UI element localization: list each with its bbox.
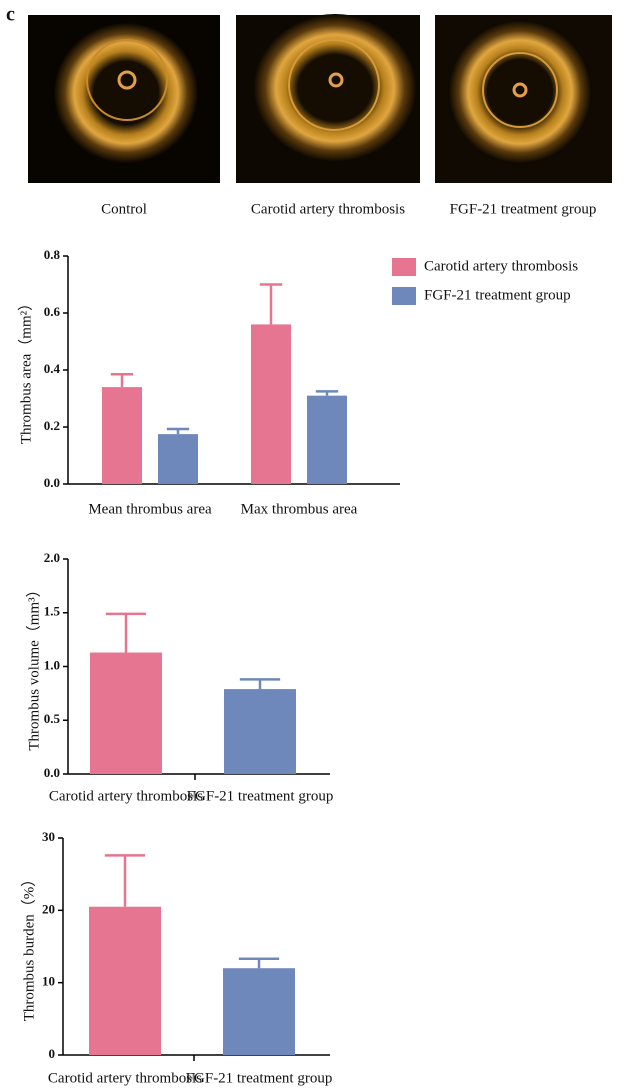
legend-swatch: [392, 287, 416, 305]
oct-image: [435, 15, 612, 183]
y-tick-label: 0.5: [44, 711, 61, 726]
y-tick-label: 0.0: [44, 765, 60, 780]
image-caption: FGF-21 treatment group: [450, 201, 597, 217]
y-tick-label: 0.4: [44, 361, 61, 376]
y-tick-label: 30: [42, 829, 55, 844]
page: {"panel_label": "c", "images": [{"captio…: [0, 0, 627, 1088]
x-tick-label: Max thrombus area: [241, 501, 358, 517]
panel-label: c: [6, 4, 15, 26]
x-tick-label: Mean thrombus area: [88, 501, 212, 517]
x-tick-label: Carotid artery thrombosis: [48, 1070, 202, 1086]
y-tick-label: 20: [42, 901, 55, 916]
bar: [90, 653, 162, 774]
x-tick-label: Carotid artery thrombosis: [49, 788, 203, 804]
bar: [307, 396, 347, 484]
x-tick-label: FGF-21 treatment group: [187, 788, 334, 804]
x-tick-label: FGF-21 treatment group: [186, 1070, 333, 1086]
image-caption: Control: [101, 201, 147, 217]
bar: [89, 907, 161, 1055]
oct-image: [236, 14, 420, 183]
bar: [224, 689, 296, 774]
image-caption: Carotid artery thrombosis: [251, 201, 405, 217]
oct-image: [28, 15, 220, 183]
y-tick-label: 10: [42, 974, 55, 989]
legend-label: Carotid artery thrombosis: [424, 258, 578, 274]
bar: [102, 387, 142, 484]
y-tick-label: 0.8: [44, 247, 61, 262]
y-tick-label: 0.2: [44, 418, 60, 433]
legend-swatch: [392, 258, 416, 276]
y-tick-label: 0.0: [44, 475, 60, 490]
y-axis-label: Thrombus area（mm²）: [17, 296, 34, 444]
bar: [158, 434, 198, 484]
legend-label: FGF-21 treatment group: [424, 287, 571, 303]
bar: [251, 324, 291, 484]
y-tick-label: 1.5: [44, 604, 61, 619]
y-tick-label: 0: [49, 1046, 56, 1061]
y-tick-label: 2.0: [44, 550, 60, 565]
y-axis-label: Thrombus volume（mm³）: [25, 582, 42, 750]
y-tick-label: 1.0: [44, 657, 60, 672]
figure: c Control Carotid artery thrombosis FGF-…: [0, 0, 627, 1088]
y-axis-label: Thrombus burden（%）: [20, 872, 37, 1022]
y-tick-label: 0.6: [44, 304, 61, 319]
bar: [223, 968, 295, 1055]
